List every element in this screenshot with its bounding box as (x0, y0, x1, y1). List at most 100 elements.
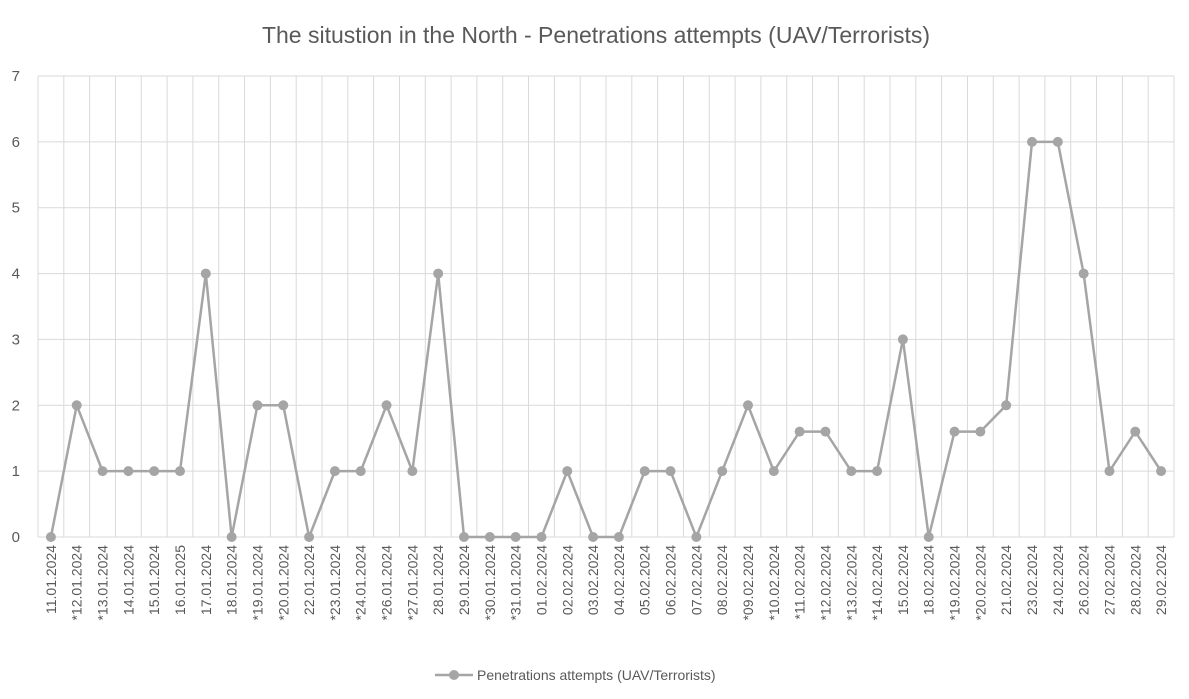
chart-title: The situstion in the North - Penetration… (262, 22, 930, 48)
x-tick-label: 06.02.2024 (663, 545, 679, 615)
data-point[interactable] (484, 532, 495, 542)
x-tick-label: 29.02.2024 (1153, 545, 1169, 615)
x-tick-label: 22.01.2024 (301, 545, 317, 615)
data-point[interactable] (149, 466, 160, 477)
legend-marker (449, 670, 459, 680)
x-tick-label: *14.02.2024 (869, 545, 885, 621)
data-point[interactable] (304, 532, 315, 542)
y-tick-label: 3 (12, 331, 20, 348)
x-tick-label: 03.02.2024 (585, 545, 601, 615)
x-tick-label: 15.02.2024 (895, 545, 911, 615)
data-point[interactable] (613, 532, 624, 542)
x-tick-label: *12.01.2024 (69, 545, 85, 621)
y-tick-label: 5 (12, 200, 20, 217)
data-point[interactable] (226, 532, 237, 542)
y-tick-label: 1 (12, 463, 20, 480)
data-point[interactable] (846, 466, 857, 477)
data-point[interactable] (1156, 466, 1167, 477)
x-tick-label: 02.02.2024 (559, 545, 575, 615)
legend[interactable]: Penetrations attempts (UAV/Terrorists) (435, 667, 716, 683)
series-layer (45, 136, 1167, 542)
y-tick-label: 6 (12, 134, 20, 151)
x-tick-label: *31.01.2024 (508, 545, 524, 621)
x-tick-label: 01.02.2024 (533, 545, 549, 615)
data-point[interactable] (123, 466, 134, 477)
data-point[interactable] (175, 466, 185, 477)
data-point[interactable] (329, 466, 340, 477)
data-point[interactable] (949, 426, 960, 437)
data-point[interactable] (562, 466, 573, 477)
data-point[interactable] (975, 426, 986, 437)
data-point[interactable] (820, 426, 831, 437)
x-tick-label: 14.01.2024 (120, 545, 136, 615)
y-tick-label: 0 (12, 529, 20, 546)
x-tick-label: 27.02.2024 (1101, 545, 1117, 615)
y-tick-label: 7 (12, 68, 20, 85)
data-point[interactable] (717, 466, 728, 477)
x-tick-label: *27.01.2024 (404, 545, 420, 621)
x-tick-label: 28.01.2024 (430, 545, 446, 615)
x-tick-label: *10.02.2024 (766, 545, 782, 621)
data-point[interactable] (897, 334, 908, 345)
x-tick-label: *30.01.2024 (482, 545, 498, 621)
data-point[interactable] (459, 532, 469, 542)
data-point[interactable] (1001, 400, 1012, 411)
data-point[interactable] (200, 268, 211, 279)
data-point[interactable] (1052, 136, 1063, 147)
data-point[interactable] (872, 466, 883, 477)
x-tick-label: 15.01.2024 (146, 545, 162, 615)
y-tick-label: 2 (12, 397, 20, 414)
x-axis-ticks: 11.01.2024 *12.01.2024 *13.01.2024 14.01.20… (43, 545, 1169, 621)
data-point[interactable] (97, 466, 108, 477)
x-tick-label: 11.01.2024 (43, 545, 59, 614)
data-point[interactable] (1104, 466, 1115, 477)
data-point[interactable] (768, 466, 779, 477)
data-point[interactable] (252, 400, 263, 411)
data-point[interactable] (355, 466, 366, 477)
legend-label: Penetrations attempts (UAV/Terrorists) (477, 667, 716, 683)
x-tick-label: 29.01.2024 (456, 545, 472, 615)
x-tick-label: *11.02.2024 (792, 545, 808, 620)
x-tick-label: *24.01.2024 (353, 545, 369, 621)
x-tick-label: 05.02.2024 (637, 545, 653, 615)
x-tick-label: *13.01.2024 (95, 545, 111, 621)
data-point[interactable] (510, 532, 521, 542)
x-tick-label: 08.02.2024 (714, 545, 730, 615)
data-point[interactable] (588, 532, 599, 542)
data-point[interactable] (1078, 268, 1089, 279)
data-point[interactable] (639, 466, 650, 477)
data-point[interactable] (1027, 136, 1037, 147)
y-axis-ticks: 0 1 2 3 4 5 6 7 (12, 68, 20, 546)
y-tick-label: 4 (12, 266, 20, 283)
data-point[interactable] (691, 532, 702, 542)
data-point[interactable] (794, 426, 805, 437)
data-point[interactable] (71, 400, 82, 411)
x-tick-label: *26.01.2024 (379, 545, 395, 621)
x-tick-label: *23.01.2024 (327, 545, 343, 621)
data-point[interactable] (923, 532, 934, 542)
data-point[interactable] (45, 532, 56, 542)
x-tick-label: 04.02.2024 (611, 545, 627, 615)
data-point[interactable] (536, 532, 547, 542)
data-point[interactable] (381, 400, 392, 411)
data-point[interactable] (743, 400, 753, 411)
x-tick-label: *19.01.2024 (249, 545, 265, 621)
x-tick-label: 07.02.2024 (688, 545, 704, 615)
x-tick-label: 16.01.2025 (172, 545, 188, 615)
x-tick-label: 18.01.2024 (224, 545, 240, 615)
x-tick-label: *09.02.2024 (740, 545, 756, 621)
x-tick-label: 28.02.2024 (1127, 545, 1143, 615)
data-point[interactable] (665, 466, 676, 477)
data-point[interactable] (1130, 426, 1141, 437)
data-point[interactable] (407, 466, 418, 477)
data-point[interactable] (433, 268, 444, 279)
x-tick-label: 23.02.2024 (1024, 545, 1040, 615)
x-tick-label: *20.01.2024 (275, 545, 291, 621)
x-tick-label: 18.02.2024 (921, 545, 937, 615)
x-tick-label: 17.01.2024 (198, 545, 214, 615)
x-tick-label: *13.02.2024 (843, 545, 859, 621)
data-point[interactable] (278, 400, 289, 411)
x-tick-label: 26.02.2024 (1076, 545, 1092, 615)
